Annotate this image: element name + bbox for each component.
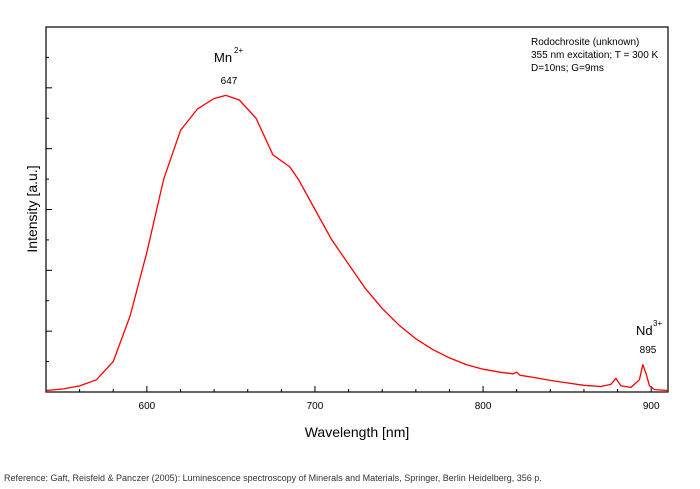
- spectrum-line: [45, 94, 669, 392]
- spectrum-chart: 600 700 800 900 Wavelength [nm] Intensity […: [24, 26, 669, 440]
- x-axis-label: Wavelength [nm]: [305, 424, 410, 440]
- x-tick-label: 800: [475, 401, 492, 412]
- y-axis-ticks: [46, 56, 52, 363]
- nd-charge-label: 3+: [653, 319, 662, 328]
- reference-note: Reference: Gaft, Reisfeld & Panczer (200…: [4, 473, 542, 483]
- x-axis-ticks: 600 700 800 900: [79, 386, 660, 412]
- x-tick-label: 700: [307, 401, 324, 412]
- mn-ion-label: Mn: [214, 50, 232, 65]
- legend-line-3: D=10ns; G=9ms: [531, 63, 604, 74]
- nd-ion-label: Nd: [636, 323, 653, 338]
- plot-frame: [45, 26, 669, 393]
- x-tick-label: 900: [643, 401, 660, 412]
- y-axis-label: Intensity [a.u.]: [24, 165, 40, 252]
- legend-line-1: Rodochrosite (unknown): [531, 37, 639, 48]
- mn-charge-label: 2+: [234, 46, 243, 55]
- nd-peak-label: 895: [640, 345, 657, 356]
- legend-line-2: 355 nm excitation; T = 300 K: [531, 50, 659, 61]
- mn-peak-label: 647: [221, 76, 238, 87]
- x-tick-label: 600: [139, 401, 156, 412]
